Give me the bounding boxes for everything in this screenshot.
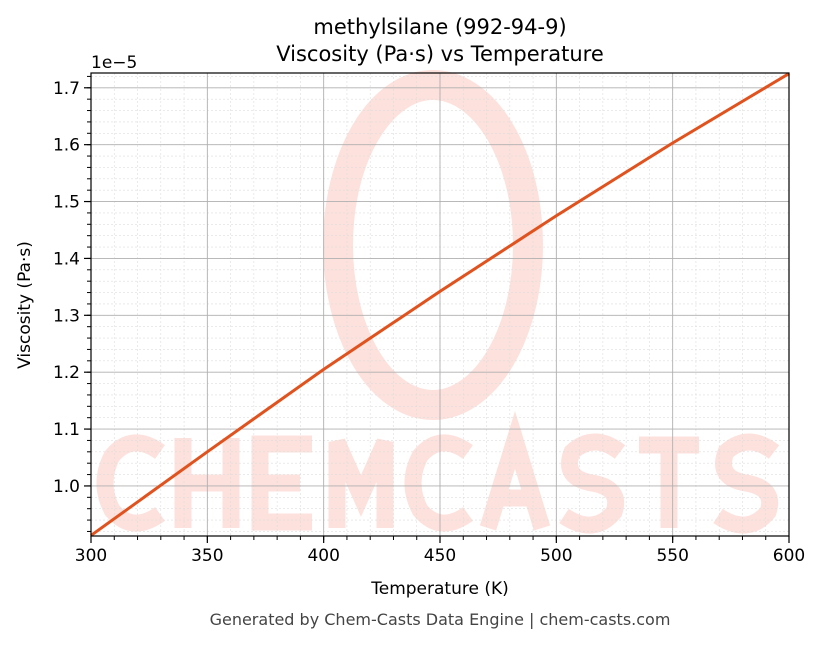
watermark-letter — [251, 435, 312, 531]
x-tick-label: 450 — [424, 546, 456, 566]
y-axis-label: Viscosity (Pa·s) — [15, 241, 35, 369]
viscosity-line — [90, 72, 790, 537]
watermark-ring — [323, 70, 543, 420]
x-tick-label: 300 — [75, 546, 107, 566]
watermark-letter — [96, 434, 165, 532]
x-tick-label: 500 — [540, 546, 572, 566]
y-tick-label: 1.4 — [53, 249, 80, 269]
watermark-letter — [479, 411, 551, 531]
ticks: 300 350 400 450 500 550 600 1.0 1.1 1.2 1.3 1.4 1.5 1… — [53, 75, 805, 566]
x-tick-label: 600 — [773, 546, 805, 566]
watermark-letter — [639, 436, 699, 528]
y-tick-label: 1.2 — [53, 363, 80, 383]
y-tick-label: 1.5 — [53, 193, 80, 213]
major-grid — [90, 73, 790, 536]
chemcasts-watermark — [96, 70, 780, 534]
watermark-letter — [404, 434, 473, 532]
y-tick-label: 1.1 — [53, 420, 80, 440]
watermark-letter — [559, 433, 626, 534]
y-offset-label: 1e−5 — [91, 53, 137, 73]
chart-subtitle: Viscosity (Pa·s) vs Temperature — [276, 42, 604, 66]
x-tick-label: 400 — [307, 546, 339, 566]
x-tick-label: 350 — [191, 546, 223, 566]
x-tick-label: 550 — [656, 546, 688, 566]
y-tick-label: 1.3 — [53, 306, 80, 326]
y-tick-label: 1.7 — [53, 79, 80, 99]
watermark-letter — [328, 438, 394, 528]
chart-title: methylsilane (992-94-9) — [313, 15, 566, 39]
footer-credit: Generated by Chem-Casts Data Engine | ch… — [210, 610, 671, 629]
y-tick-label: 1.6 — [53, 136, 80, 156]
y-tick-label: 1.0 — [53, 477, 80, 497]
x-axis-label: Temperature (K) — [370, 579, 509, 599]
watermark-letter — [713, 433, 780, 534]
series-layer — [90, 72, 790, 537]
